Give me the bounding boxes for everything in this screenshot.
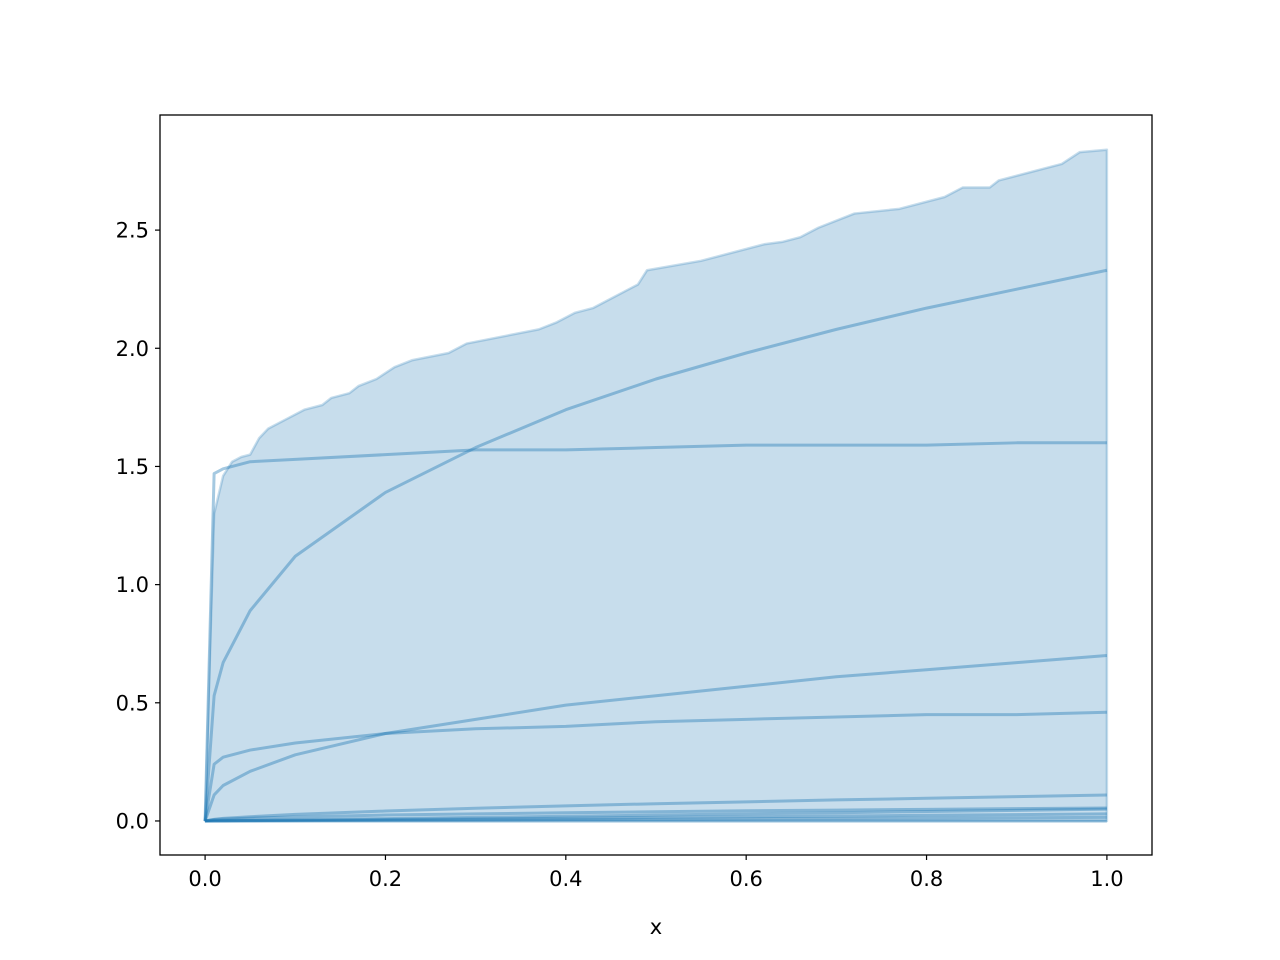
plot-area xyxy=(203,148,1109,823)
series-line-4 xyxy=(203,710,1107,822)
series-line-1 xyxy=(203,268,1108,822)
x-tick-label: 0.2 xyxy=(369,867,402,891)
series-line-7 xyxy=(205,807,1107,823)
x-axis-label: x xyxy=(650,915,662,939)
y-tick-label: 2.5 xyxy=(116,219,149,243)
y-axis: 0.0 0.5 1.0 1.5 2.0 2.5 xyxy=(116,219,160,833)
band-fill xyxy=(203,148,1109,823)
series-line-2 xyxy=(203,441,1107,822)
series-line-3 xyxy=(203,654,1108,822)
x-tick-label: 1.0 xyxy=(1090,867,1123,891)
series-line-9 xyxy=(205,815,1107,823)
y-tick-label: 1.5 xyxy=(116,455,149,479)
y-tick-label: 0.0 xyxy=(116,809,149,833)
x-tick-label: 0.8 xyxy=(910,867,943,891)
axes-frame xyxy=(159,114,1153,856)
series-line-8 xyxy=(205,812,1107,823)
x-axis: 0.0 0.2 0.4 0.6 0.8 1.0 xyxy=(188,855,1124,891)
x-tick-label: 0.6 xyxy=(729,867,762,891)
y-tick-label: 0.5 xyxy=(116,691,149,715)
x-tick-label: 0.4 xyxy=(549,867,582,891)
series-line-6 xyxy=(204,806,1107,823)
series-line-5 xyxy=(204,793,1107,823)
y-tick-label: 1.0 xyxy=(116,573,149,597)
x-tick-label: 0.0 xyxy=(188,867,221,891)
y-tick-label: 2.0 xyxy=(116,337,149,361)
